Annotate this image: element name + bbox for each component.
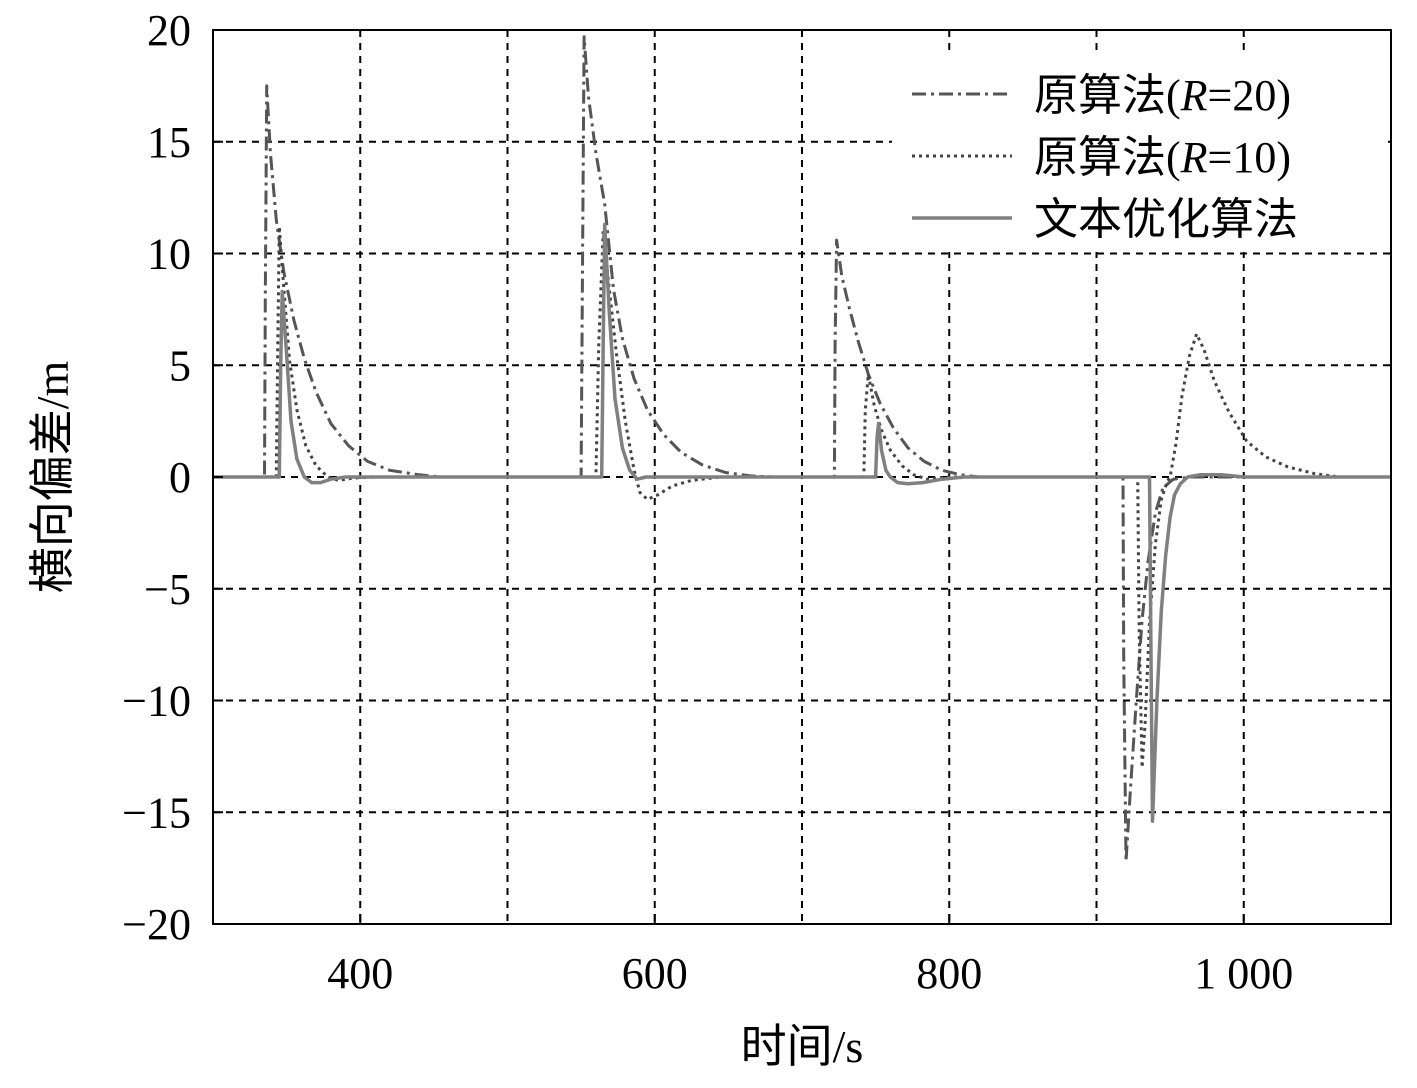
x-tick-label: 800 xyxy=(916,949,982,998)
y-tick-label: 20 xyxy=(147,6,191,55)
series-line-1 xyxy=(213,35,1391,863)
x-tick-label: 1 000 xyxy=(1194,949,1293,998)
axis-ticks: 400 600 800 1 000 20 15 10 5 0 −5 −10 −15 −20 xyxy=(122,6,1293,998)
plot-area xyxy=(213,35,1391,863)
y-tick-label: 5 xyxy=(169,341,191,390)
x-axis-title: 时间/s xyxy=(741,1021,864,1072)
y-axis-title: 横向偏差/m xyxy=(27,361,78,594)
legend: 原算法(R=20) 原算法(R=10) 文本优化算法 xyxy=(892,56,1388,252)
legend-label-3: 文本优化算法 xyxy=(1034,195,1298,244)
legend-label-1: 原算法(R=20) xyxy=(1034,71,1291,120)
series-line-2 xyxy=(213,225,1391,769)
y-tick-label: 10 xyxy=(147,230,191,279)
y-tick-label: −15 xyxy=(122,788,191,837)
y-tick-label: −10 xyxy=(122,677,191,726)
y-tick-label: −20 xyxy=(122,900,191,949)
y-tick-label: 15 xyxy=(147,118,191,167)
x-tick-label: 600 xyxy=(622,949,688,998)
legend-label-2: 原算法(R=10) xyxy=(1034,133,1291,182)
x-tick-label: 400 xyxy=(327,949,393,998)
y-tick-label: 0 xyxy=(169,453,191,502)
y-tick-label: −5 xyxy=(144,565,191,614)
series-line-3 xyxy=(213,222,1391,823)
